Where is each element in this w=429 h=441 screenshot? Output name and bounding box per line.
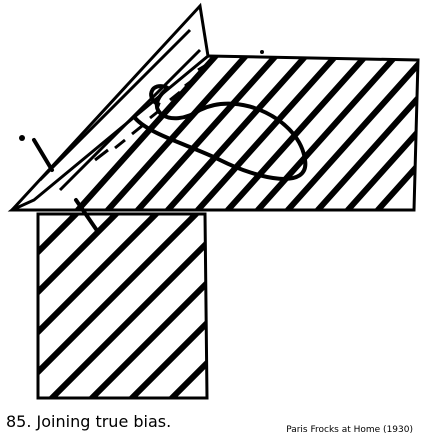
dots — [19, 50, 264, 141]
pin-icon — [32, 138, 100, 234]
thread-icon — [133, 84, 308, 181]
seam-allowance-fold — [10, 2, 264, 212]
stitch-marks — [94, 62, 209, 162]
bottom-strip — [36, 212, 209, 400]
figure-caption: 85. Joining true bias. — [6, 412, 172, 431]
top-strip — [7, 54, 420, 212]
figure-credit: Paris Frocks at Home (1930) — [286, 425, 413, 435]
